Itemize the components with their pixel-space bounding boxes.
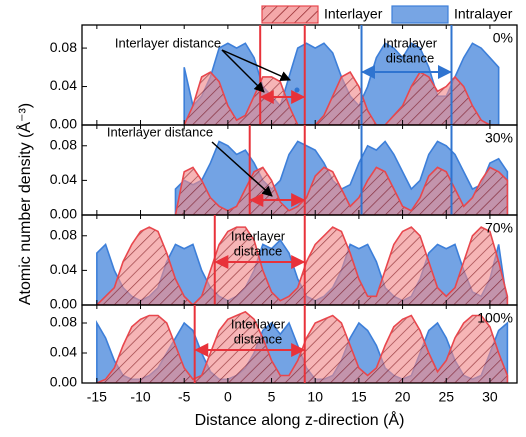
x-tick-label: 10 [307, 389, 323, 405]
x-tick-label: 0 [224, 389, 232, 405]
x-tick-label: -5 [178, 389, 191, 405]
y-tick-label: 0.00 [50, 374, 77, 390]
x-tick-label: -10 [130, 389, 150, 405]
panel-label: 0% [493, 30, 513, 46]
annotation: Interlayer [231, 316, 286, 331]
panel-label: 100% [477, 310, 513, 326]
y-tick-label: 0.04 [50, 171, 77, 187]
pointer-dot [294, 87, 300, 93]
annotation: Interlayer [231, 228, 286, 243]
legend-swatch [261, 5, 319, 24]
x-tick-label: 20 [395, 389, 411, 405]
annotation: distance [234, 243, 282, 258]
pointer-arrow [211, 141, 273, 197]
panel-frame [81, 304, 518, 384]
annotation: Interlayer distance [107, 124, 213, 139]
annotation: distance [234, 331, 282, 346]
pointer-arrow [221, 49, 291, 81]
y-tick-label: 0.00 [50, 116, 77, 132]
x-tick-label: 30 [482, 389, 498, 405]
density-area [96, 310, 509, 383]
density-area [95, 226, 509, 305]
y-axis-label: Atomic number density (Å⁻³) [15, 103, 34, 305]
y-tick-label: 0.08 [50, 136, 77, 152]
panel-label: 30% [485, 130, 513, 146]
legend-label: Interlayer [324, 6, 383, 22]
y-tick-label: 0.08 [50, 39, 77, 55]
x-tick-label: 15 [351, 389, 367, 405]
x-tick-label: 25 [438, 389, 454, 405]
pointer-arrow [221, 49, 265, 93]
x-tick-label: 5 [268, 389, 276, 405]
annotation: Intralayer [383, 35, 438, 50]
x-tick-label: -15 [87, 389, 107, 405]
y-tick-label: 0.00 [50, 296, 77, 312]
x-axis-label: Distance along z-direction (Å) [195, 410, 405, 429]
y-tick-label: 0.04 [50, 261, 77, 277]
y-tick-label: 0.00 [50, 206, 77, 222]
panel-label: 70% [485, 220, 513, 236]
y-tick-label: 0.08 [50, 314, 77, 330]
y-tick-label: 0.08 [50, 226, 77, 242]
legend-swatch [391, 5, 449, 24]
annotation: distance [386, 50, 434, 65]
legend-label: Intralayer [454, 6, 513, 22]
annotation: Interlayer distance [115, 35, 221, 50]
y-tick-label: 0.04 [50, 77, 77, 93]
y-tick-label: 0.04 [50, 344, 77, 360]
